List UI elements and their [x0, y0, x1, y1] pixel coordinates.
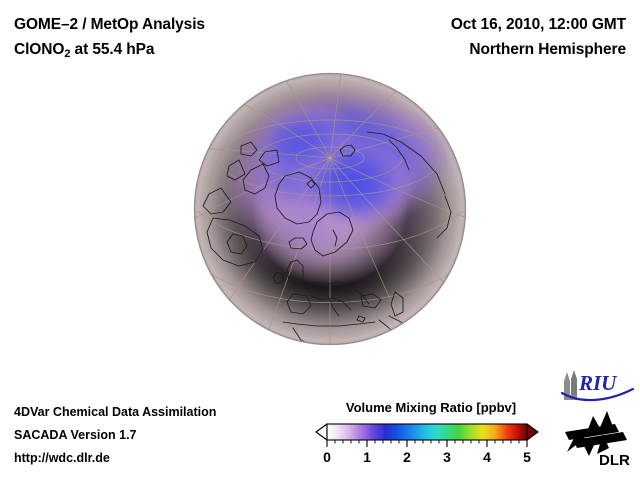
species-subscript: 2: [64, 48, 71, 60]
credit-version: SACADA Version 1.7: [14, 428, 137, 442]
species-level-title: ClONO2 at 55.4 hPa: [14, 37, 344, 64]
globe-rim: [193, 72, 467, 346]
colorbar-tick-label: 3: [443, 449, 451, 465]
riu-wordmark: RIU: [578, 371, 618, 395]
colorbar-gradient-bar: [326, 423, 528, 441]
colorbar-block: Volume Mixing Ratio [ppbv] 0 1 2 3 4 5: [306, 400, 550, 469]
colorbar-tick-labels: 0 1 2 3 4 5: [306, 449, 550, 469]
colorbar-wrap: 0 1 2 3 4 5: [306, 421, 550, 469]
dlr-wordmark: DLR: [599, 452, 630, 468]
colorbar-tick-label: 4: [483, 449, 491, 465]
colorbar-ticks: [326, 440, 528, 447]
credits-block: 4DVar Chemical Data Assimilation SACADA …: [14, 401, 304, 470]
colorbar-tick-label: 1: [363, 449, 371, 465]
orthographic-globe: [193, 72, 467, 346]
credit-url[interactable]: http://wdc.dlr.de: [14, 451, 110, 465]
colorbar-left-cap: [315, 423, 328, 441]
colorbar-tick-label: 0: [323, 449, 331, 465]
colorbar-tick-label: 2: [403, 449, 411, 465]
timestamp-label: Oct 16, 2010, 12:00 GMT: [450, 16, 626, 33]
riu-swoosh-icon: [560, 387, 635, 402]
riu-logo: RIU: [560, 370, 635, 402]
dlr-logo: DLR: [565, 411, 630, 468]
colorbar-tick-label: 5: [523, 449, 531, 465]
colorbar-title: Volume Mixing Ratio [ppbv]: [345, 400, 517, 415]
pressure-level: at 55.4 hPa: [70, 41, 155, 58]
species-name: ClONO: [14, 41, 65, 58]
dlr-star-icon: [565, 411, 627, 456]
globe-map-panel: [193, 72, 467, 346]
analysis-title: GOME–2 / MetOp Analysis: [14, 16, 205, 33]
credit-method: 4DVar Chemical Data Assimilation: [14, 405, 217, 419]
limb-shading: [194, 73, 466, 345]
colorbar-right-cap: [526, 423, 539, 441]
header-right: Oct 16, 2010, 12:00 GMT Northern Hemisph…: [326, 12, 626, 62]
hemisphere-label: Northern Hemisphere: [469, 41, 626, 58]
colorbar-scale: [315, 423, 539, 447]
header-left: GOME–2 / MetOp Analysis ClONO2 at 55.4 h…: [14, 12, 344, 64]
globe-contents: [194, 73, 466, 345]
